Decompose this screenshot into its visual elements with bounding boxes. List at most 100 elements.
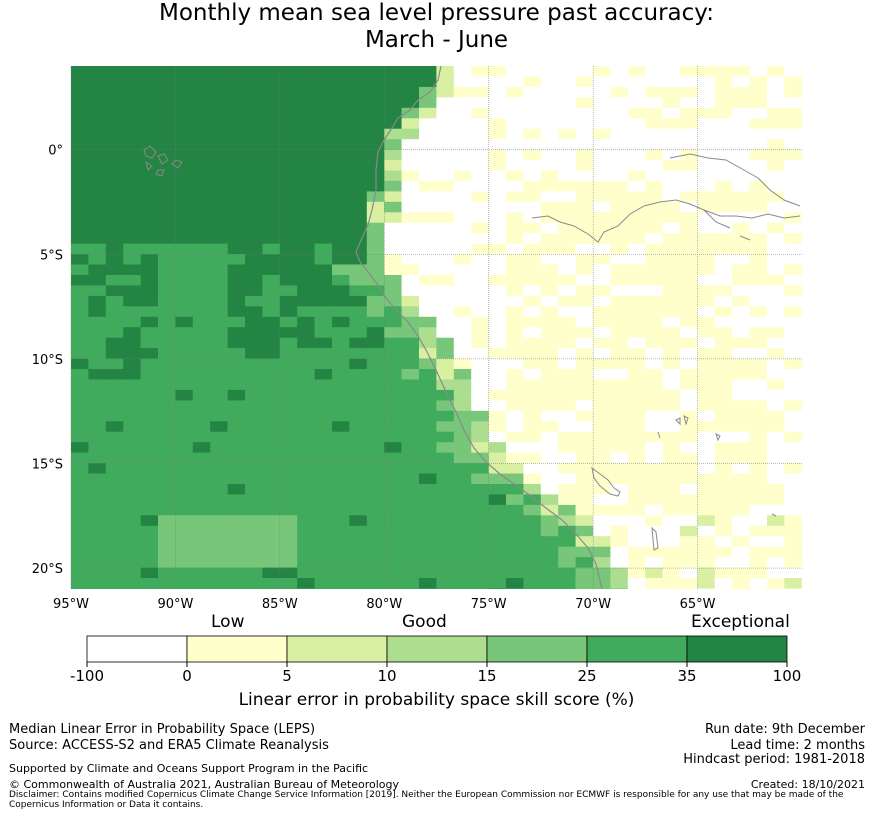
longitude-label: 90°W xyxy=(157,597,193,612)
skill-cell xyxy=(627,97,646,109)
skill-cell xyxy=(401,431,420,443)
skill-cell xyxy=(593,525,611,537)
skill-cell xyxy=(784,557,802,568)
skill-cell xyxy=(401,180,420,192)
skill-cell xyxy=(662,295,681,307)
skill-cell xyxy=(575,97,594,109)
skill-cell xyxy=(158,400,176,412)
skill-cell xyxy=(158,285,176,297)
skill-cell xyxy=(192,348,211,359)
skill-cell xyxy=(801,557,802,568)
skill-cell xyxy=(767,442,785,453)
skill-cell xyxy=(453,295,472,307)
skill-cell xyxy=(158,222,176,234)
skill-cell xyxy=(227,264,246,276)
latitude-label: 10°S xyxy=(32,353,63,368)
skill-cell xyxy=(227,567,246,579)
skill-cell xyxy=(297,557,315,568)
skill-cell xyxy=(349,463,368,474)
skill-cell xyxy=(714,243,733,255)
skill-cell xyxy=(488,348,507,359)
skill-cell xyxy=(436,567,455,579)
skill-cell xyxy=(401,76,420,88)
skill-cell xyxy=(366,369,385,380)
skill-cell xyxy=(471,379,489,391)
skill-cell xyxy=(175,275,194,286)
skill-cell xyxy=(453,358,472,370)
skill-cell xyxy=(767,191,785,203)
skill-cell xyxy=(158,463,176,474)
skill-cell xyxy=(158,515,176,527)
skill-cell xyxy=(297,160,315,171)
skill-cell xyxy=(784,504,802,516)
skill-cell xyxy=(105,170,124,182)
skill-cell xyxy=(749,546,768,558)
skill-cell xyxy=(245,76,263,88)
skill-cell xyxy=(784,306,802,318)
skill-cell xyxy=(610,421,629,433)
skill-cell xyxy=(245,442,263,453)
skill-cell xyxy=(140,442,159,453)
skill-cell xyxy=(401,578,420,589)
skill-cell xyxy=(732,557,750,568)
skill-cell xyxy=(158,201,176,213)
skill-cell xyxy=(175,160,194,171)
skill-cell xyxy=(714,149,733,161)
skill-cell xyxy=(401,400,420,412)
skill-cell xyxy=(140,431,159,443)
skill-cell xyxy=(140,118,159,130)
skill-cell xyxy=(732,118,750,130)
skill-cell xyxy=(714,128,733,140)
skill-cell xyxy=(767,264,785,276)
skill-cell xyxy=(245,86,263,98)
skill-cell xyxy=(314,400,333,412)
skill-cell xyxy=(436,306,455,318)
skill-cell xyxy=(593,567,611,579)
skill-cell xyxy=(384,442,402,453)
skill-cell xyxy=(801,410,802,422)
skill-cell xyxy=(332,327,350,338)
skill-cell xyxy=(575,379,594,391)
skill-cell xyxy=(697,233,716,244)
skill-cell xyxy=(123,410,141,422)
skill-cell xyxy=(262,160,281,171)
skill-cell xyxy=(401,316,420,328)
skill-cell xyxy=(401,358,420,370)
skill-cell xyxy=(593,400,611,412)
skill-cell xyxy=(749,348,768,359)
skill-cell xyxy=(558,431,576,443)
skill-cell xyxy=(71,243,89,255)
skill-cell xyxy=(697,410,716,422)
skill-cell xyxy=(662,337,681,349)
skill-cell xyxy=(801,588,802,589)
skill-cell xyxy=(314,389,333,401)
skill-cell xyxy=(384,515,402,527)
skill-cell xyxy=(175,494,194,506)
skill-cell xyxy=(175,369,194,380)
skill-cell xyxy=(349,504,368,516)
skill-cell xyxy=(558,264,576,276)
skill-cell xyxy=(279,546,298,558)
skill-cell xyxy=(506,243,524,255)
skill-cell xyxy=(697,379,716,391)
skill-cell xyxy=(436,588,455,589)
skill-cell xyxy=(332,201,350,213)
skill-cell xyxy=(645,389,663,401)
skill-cell xyxy=(749,536,768,547)
skill-cell xyxy=(471,139,489,150)
skill-cell xyxy=(332,160,350,171)
skill-cell xyxy=(645,306,663,318)
skill-cell xyxy=(158,191,176,203)
skill-cell xyxy=(714,160,733,171)
skill-cell xyxy=(436,180,455,192)
longitude-label: 95°W xyxy=(53,597,89,612)
skill-cell xyxy=(627,484,646,495)
skill-cell xyxy=(714,389,733,401)
map-svg: 0°5°S10°S15°S20°S 95°W 90°W 85°W 80°W 75°W 70… xyxy=(32,66,802,612)
skill-cell xyxy=(332,557,350,568)
skill-cell xyxy=(506,369,524,380)
skill-cell xyxy=(749,567,768,579)
skill-cell xyxy=(610,369,629,380)
skill-cell xyxy=(627,86,646,98)
skill-cell xyxy=(436,484,455,495)
